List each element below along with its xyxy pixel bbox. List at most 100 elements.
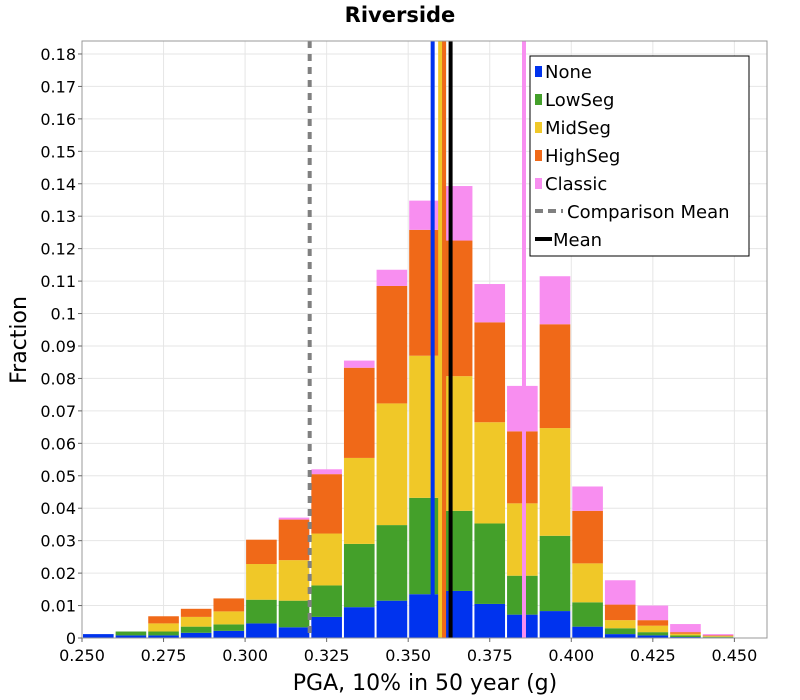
x-tick-label: 0.425 [630,646,676,665]
bar-lowseg-segment [441,510,473,591]
bar-lowseg-segment [376,525,408,601]
bar-lowseg-segment [148,631,179,636]
bar-classic-segment [539,276,571,325]
legend-label: HighSeg [545,146,620,167]
x-tick-label: 0.325 [304,646,350,665]
x-tick-label: 0.300 [222,646,268,665]
bar-lowseg-segment [311,585,342,617]
y-tick-label: 0.03 [40,532,76,551]
y-tick-label: 0.1 [51,305,76,324]
bar-classic-segment [572,486,603,511]
bar-classic-segment [409,200,440,230]
bar-highseg-segment [539,324,571,429]
bar-classic-segment [637,605,669,621]
bar-lowseg-segment [702,636,734,638]
bar-classic-segment [376,269,408,286]
x-tick-label: 0.250 [59,646,105,665]
legend-label: Classic [545,174,607,195]
bar-lowseg-segment [180,626,212,633]
bar-lowseg-segment [670,635,701,638]
x-axis: 0.250 0.275 0.300 0.325 0.350 0.375 0.400 0.425… [59,638,757,665]
bar-midseg-segment [246,564,277,600]
bar-lowseg-segment [637,632,669,636]
bar-none-segment [572,626,603,638]
bar-highseg-segment [148,616,179,624]
legend-swatch [535,66,542,77]
x-tick-label: 0.375 [467,646,513,665]
x-tick-label: 0.450 [711,646,757,665]
bar-midseg-segment [213,611,245,625]
legend-label: MidSeg [545,118,611,139]
bar-none-segment [246,623,277,638]
bar-highseg-segment [376,285,408,404]
bar-highseg-segment [604,604,636,621]
y-tick-label: 0 [66,629,76,648]
y-tick-label: 0.02 [40,564,76,583]
legend-swatch [535,150,542,161]
legend-box [529,55,750,257]
bar-classic-segment [441,186,473,241]
x-tick-label: 0.350 [385,646,431,665]
y-tick-label: 0.05 [40,467,76,486]
bar-midseg-segment [441,376,473,511]
y-tick-label: 0.08 [40,369,76,388]
legend-label: None [545,62,592,83]
bar-lowseg-segment [539,535,571,612]
bar-none-segment [604,634,636,638]
bar-none-segment [213,630,245,638]
y-tick-label: 0.06 [40,434,76,453]
bar-midseg-segment [474,422,506,524]
bar-none-segment [441,590,473,638]
bar-classic-segment [474,284,506,323]
y-tick-label: 0.14 [40,175,76,194]
y-tick-label: 0.15 [40,142,76,161]
bar-none-segment [148,635,179,638]
x-tick-label: 0.400 [548,646,594,665]
bar-midseg-segment [278,560,310,601]
bar-midseg-segment [409,355,440,498]
bar-classic-segment [604,580,636,605]
bar-midseg-segment [376,403,408,526]
bar-none-segment [343,607,375,638]
y-tick-label: 0.16 [40,110,76,129]
bar-highseg-segment [637,620,669,626]
bar-lowseg-segment [213,624,245,631]
legend: None LowSeg MidSeg HighSeg Classic Comparison… [529,55,750,257]
bar-highseg-segment [180,608,212,617]
bar-midseg-segment [637,625,669,633]
legend-label: Comparison Mean [567,202,730,223]
chart-title: Riverside [345,3,456,27]
x-tick-label: 0.275 [141,646,187,665]
bar-lowseg-segment [409,497,440,595]
legend-label: Mean [553,230,602,251]
bar-none-segment [409,594,440,638]
y-tick-label: 0.12 [40,240,76,259]
bar-midseg-segment [604,620,636,629]
bar-highseg-segment [702,635,734,637]
bar-none-segment [278,627,310,638]
bar-classic-segment [702,634,734,636]
bar-none-segment [311,616,342,638]
y-tick-label: 0.18 [40,45,76,64]
bar-midseg-segment [572,563,603,603]
bar-lowseg-segment [278,600,310,628]
y-axis: 0 0.01 0.02 0.03 0.04 0.05 0.06 0.07 0.08 0.09 0.1… [40,45,82,648]
bar-lowseg-segment [343,543,375,608]
bar-highseg-segment [409,229,440,356]
y-axis-title: Fraction [7,296,32,384]
bar-none-segment [539,611,571,638]
bar-none-segment [180,632,212,638]
bar-highseg-segment [213,598,245,612]
bar-lowseg-segment [572,602,603,627]
bar-classic-segment [311,469,342,475]
bar-lowseg-segment [246,599,277,624]
y-tick-label: 0.04 [40,499,76,518]
bar-highseg-segment [278,519,310,561]
bar-lowseg-segment [604,628,636,635]
y-tick-label: 0.17 [40,77,76,96]
bar-classic-segment [343,360,375,368]
bar-highseg-segment [246,539,277,565]
bar-lowseg-segment [474,523,506,604]
legend-swatch [535,94,542,105]
